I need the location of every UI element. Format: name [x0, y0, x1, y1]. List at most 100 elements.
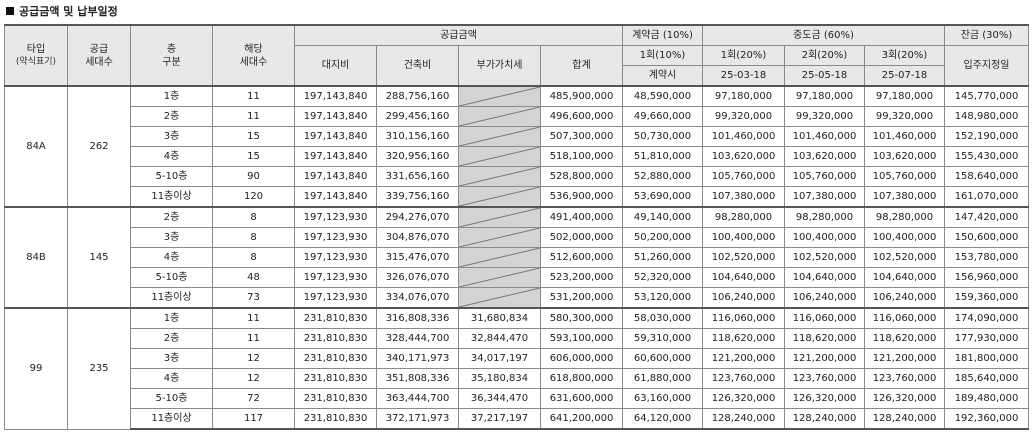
- header-type-label: 타입: [26, 43, 46, 55]
- middle-3-cell: 106,240,000: [864, 287, 945, 309]
- middle-2-cell: 105,760,000: [784, 166, 865, 187]
- building-cost-cell: 326,076,070: [376, 267, 459, 288]
- deposit-cell: 51,260,000: [622, 247, 703, 268]
- building-cost-cell: 299,456,160: [376, 106, 459, 127]
- total-cell: 631,600,000: [540, 388, 623, 409]
- total-cell: 512,600,000: [540, 247, 623, 268]
- middle-2-cell: 106,240,000: [784, 287, 865, 309]
- units-cell: 15: [212, 126, 295, 147]
- header-balance-when: 입주지정일: [944, 45, 1029, 87]
- deposit-cell: 49,660,000: [622, 106, 703, 127]
- total-cell: 523,200,000: [540, 267, 623, 288]
- section-title-text: 공급금액 및 납부일정: [19, 5, 118, 18]
- vat-cell: 35,180,834: [458, 368, 541, 389]
- table-row: 84A 262 1층 11 197,143,840 288,756,160 485,900,…: [4, 85, 1029, 208]
- middle-1-cell: 105,760,000: [702, 166, 785, 187]
- balance-cell: 152,190,000: [944, 126, 1029, 147]
- middle-1-cell: 128,240,000: [702, 408, 785, 430]
- square-bullet-icon: [6, 7, 14, 15]
- land-cost-cell: 231,810,830: [294, 328, 377, 349]
- table-row: 11층이상 120 197,143,840 339,756,160 536,900,00…: [5, 186, 1029, 208]
- land-cost-cell: 197,123,930: [294, 206, 377, 228]
- table-row: 99 235 1층 11 231,810,830 316,808,336 31,680,83…: [4, 307, 1029, 430]
- units-cell: 90: [212, 166, 295, 187]
- units-cell: 11: [212, 106, 295, 127]
- total-cell: 502,000,000: [540, 227, 623, 248]
- vat-cell: 36,344,470: [458, 388, 541, 409]
- vat-cell: [458, 106, 541, 127]
- middle-3-cell: 98,280,000: [864, 206, 945, 228]
- land-cost-cell: 231,810,830: [294, 368, 377, 389]
- balance-cell: 189,480,000: [944, 388, 1029, 409]
- building-cost-cell: 363,444,700: [376, 388, 459, 409]
- diagonal-slash-icon: [459, 107, 540, 126]
- units-cell: 73: [212, 287, 295, 309]
- land-cost-cell: 197,143,840: [294, 146, 377, 167]
- floor-cell: 2층: [130, 106, 213, 127]
- units-cell: 117: [212, 408, 295, 430]
- middle-2-cell: 101,460,000: [784, 126, 865, 147]
- middle-1-cell: 107,380,000: [702, 186, 785, 208]
- header-middle-1: 1회(20%): [702, 45, 785, 66]
- diagonal-slash-icon: [459, 228, 540, 247]
- middle-1-cell: 100,400,000: [702, 227, 785, 248]
- balance-cell: 147,420,000: [944, 206, 1029, 228]
- balance-cell: 181,800,000: [944, 348, 1029, 369]
- middle-3-cell: 121,200,000: [864, 348, 945, 369]
- building-cost-cell: 372,171,973: [376, 408, 459, 430]
- diagonal-slash-icon: [459, 187, 540, 206]
- middle-1-cell: 116,060,000: [702, 307, 785, 329]
- middle-2-cell: 126,320,000: [784, 388, 865, 409]
- deposit-cell: 64,120,000: [622, 408, 703, 430]
- middle-2-cell: 100,400,000: [784, 227, 865, 248]
- floor-cell: 4층: [130, 247, 213, 268]
- middle-1-cell: 123,760,000: [702, 368, 785, 389]
- building-cost-cell: 328,444,700: [376, 328, 459, 349]
- total-cell: 507,300,000: [540, 126, 623, 147]
- table-row: 4층 15 197,143,840 320,956,160 518,100,000 51,…: [5, 146, 1029, 167]
- supply-units-cell: 235: [67, 307, 131, 430]
- building-cost-cell: 331,656,160: [376, 166, 459, 187]
- middle-1-cell: 104,640,000: [702, 267, 785, 288]
- header-type: 타입 (약식표기): [4, 24, 68, 87]
- middle-2-cell: 99,320,000: [784, 106, 865, 127]
- vat-cell: [458, 206, 541, 228]
- units-cell: 12: [212, 368, 295, 389]
- floor-cell: 2층: [130, 206, 213, 228]
- header-middle-3: 3회(20%): [864, 45, 945, 66]
- middle-1-cell: 101,460,000: [702, 126, 785, 147]
- header-units: 해당 세대수: [212, 24, 295, 87]
- supply-price-table: 타입 (약식표기) 공급 세대수 층 구분 해당 세대수 공급금액 계약금 (1…: [4, 24, 1029, 430]
- middle-1-cell: 118,620,000: [702, 328, 785, 349]
- land-cost-cell: 231,810,830: [294, 408, 377, 430]
- diagonal-slash-icon: [459, 127, 540, 146]
- deposit-cell: 53,120,000: [622, 287, 703, 309]
- balance-cell: 192,360,000: [944, 408, 1029, 430]
- building-cost-cell: 334,076,070: [376, 287, 459, 309]
- floor-cell: 11층이상: [130, 287, 213, 309]
- middle-3-cell: 100,400,000: [864, 227, 945, 248]
- middle-3-cell: 105,760,000: [864, 166, 945, 187]
- middle-1-cell: 102,520,000: [702, 247, 785, 268]
- building-cost-cell: 315,476,070: [376, 247, 459, 268]
- middle-3-cell: 107,380,000: [864, 186, 945, 208]
- middle-1-cell: 106,240,000: [702, 287, 785, 309]
- units-cell: 12: [212, 348, 295, 369]
- floor-cell: 5-10층: [130, 166, 213, 187]
- total-cell: 593,100,000: [540, 328, 623, 349]
- balance-cell: 145,770,000: [944, 85, 1029, 107]
- units-cell: 11: [212, 85, 295, 107]
- middle-1-cell: 97,180,000: [702, 85, 785, 107]
- floor-cell: 3층: [130, 348, 213, 369]
- header-floor-label: 층 구분: [162, 43, 181, 68]
- header-building: 건축비: [376, 45, 459, 87]
- header-balance: 잔금 (30%): [944, 24, 1029, 46]
- middle-2-cell: 121,200,000: [784, 348, 865, 369]
- deposit-cell: 59,310,000: [622, 328, 703, 349]
- table-row: 2층 11 231,810,830 328,444,700 32,844,470 593,…: [5, 328, 1029, 349]
- middle-2-cell: 97,180,000: [784, 85, 865, 107]
- units-cell: 72: [212, 388, 295, 409]
- header-middle-2: 2회(20%): [784, 45, 865, 66]
- floor-cell: 11층이상: [130, 186, 213, 208]
- floor-cell: 4층: [130, 368, 213, 389]
